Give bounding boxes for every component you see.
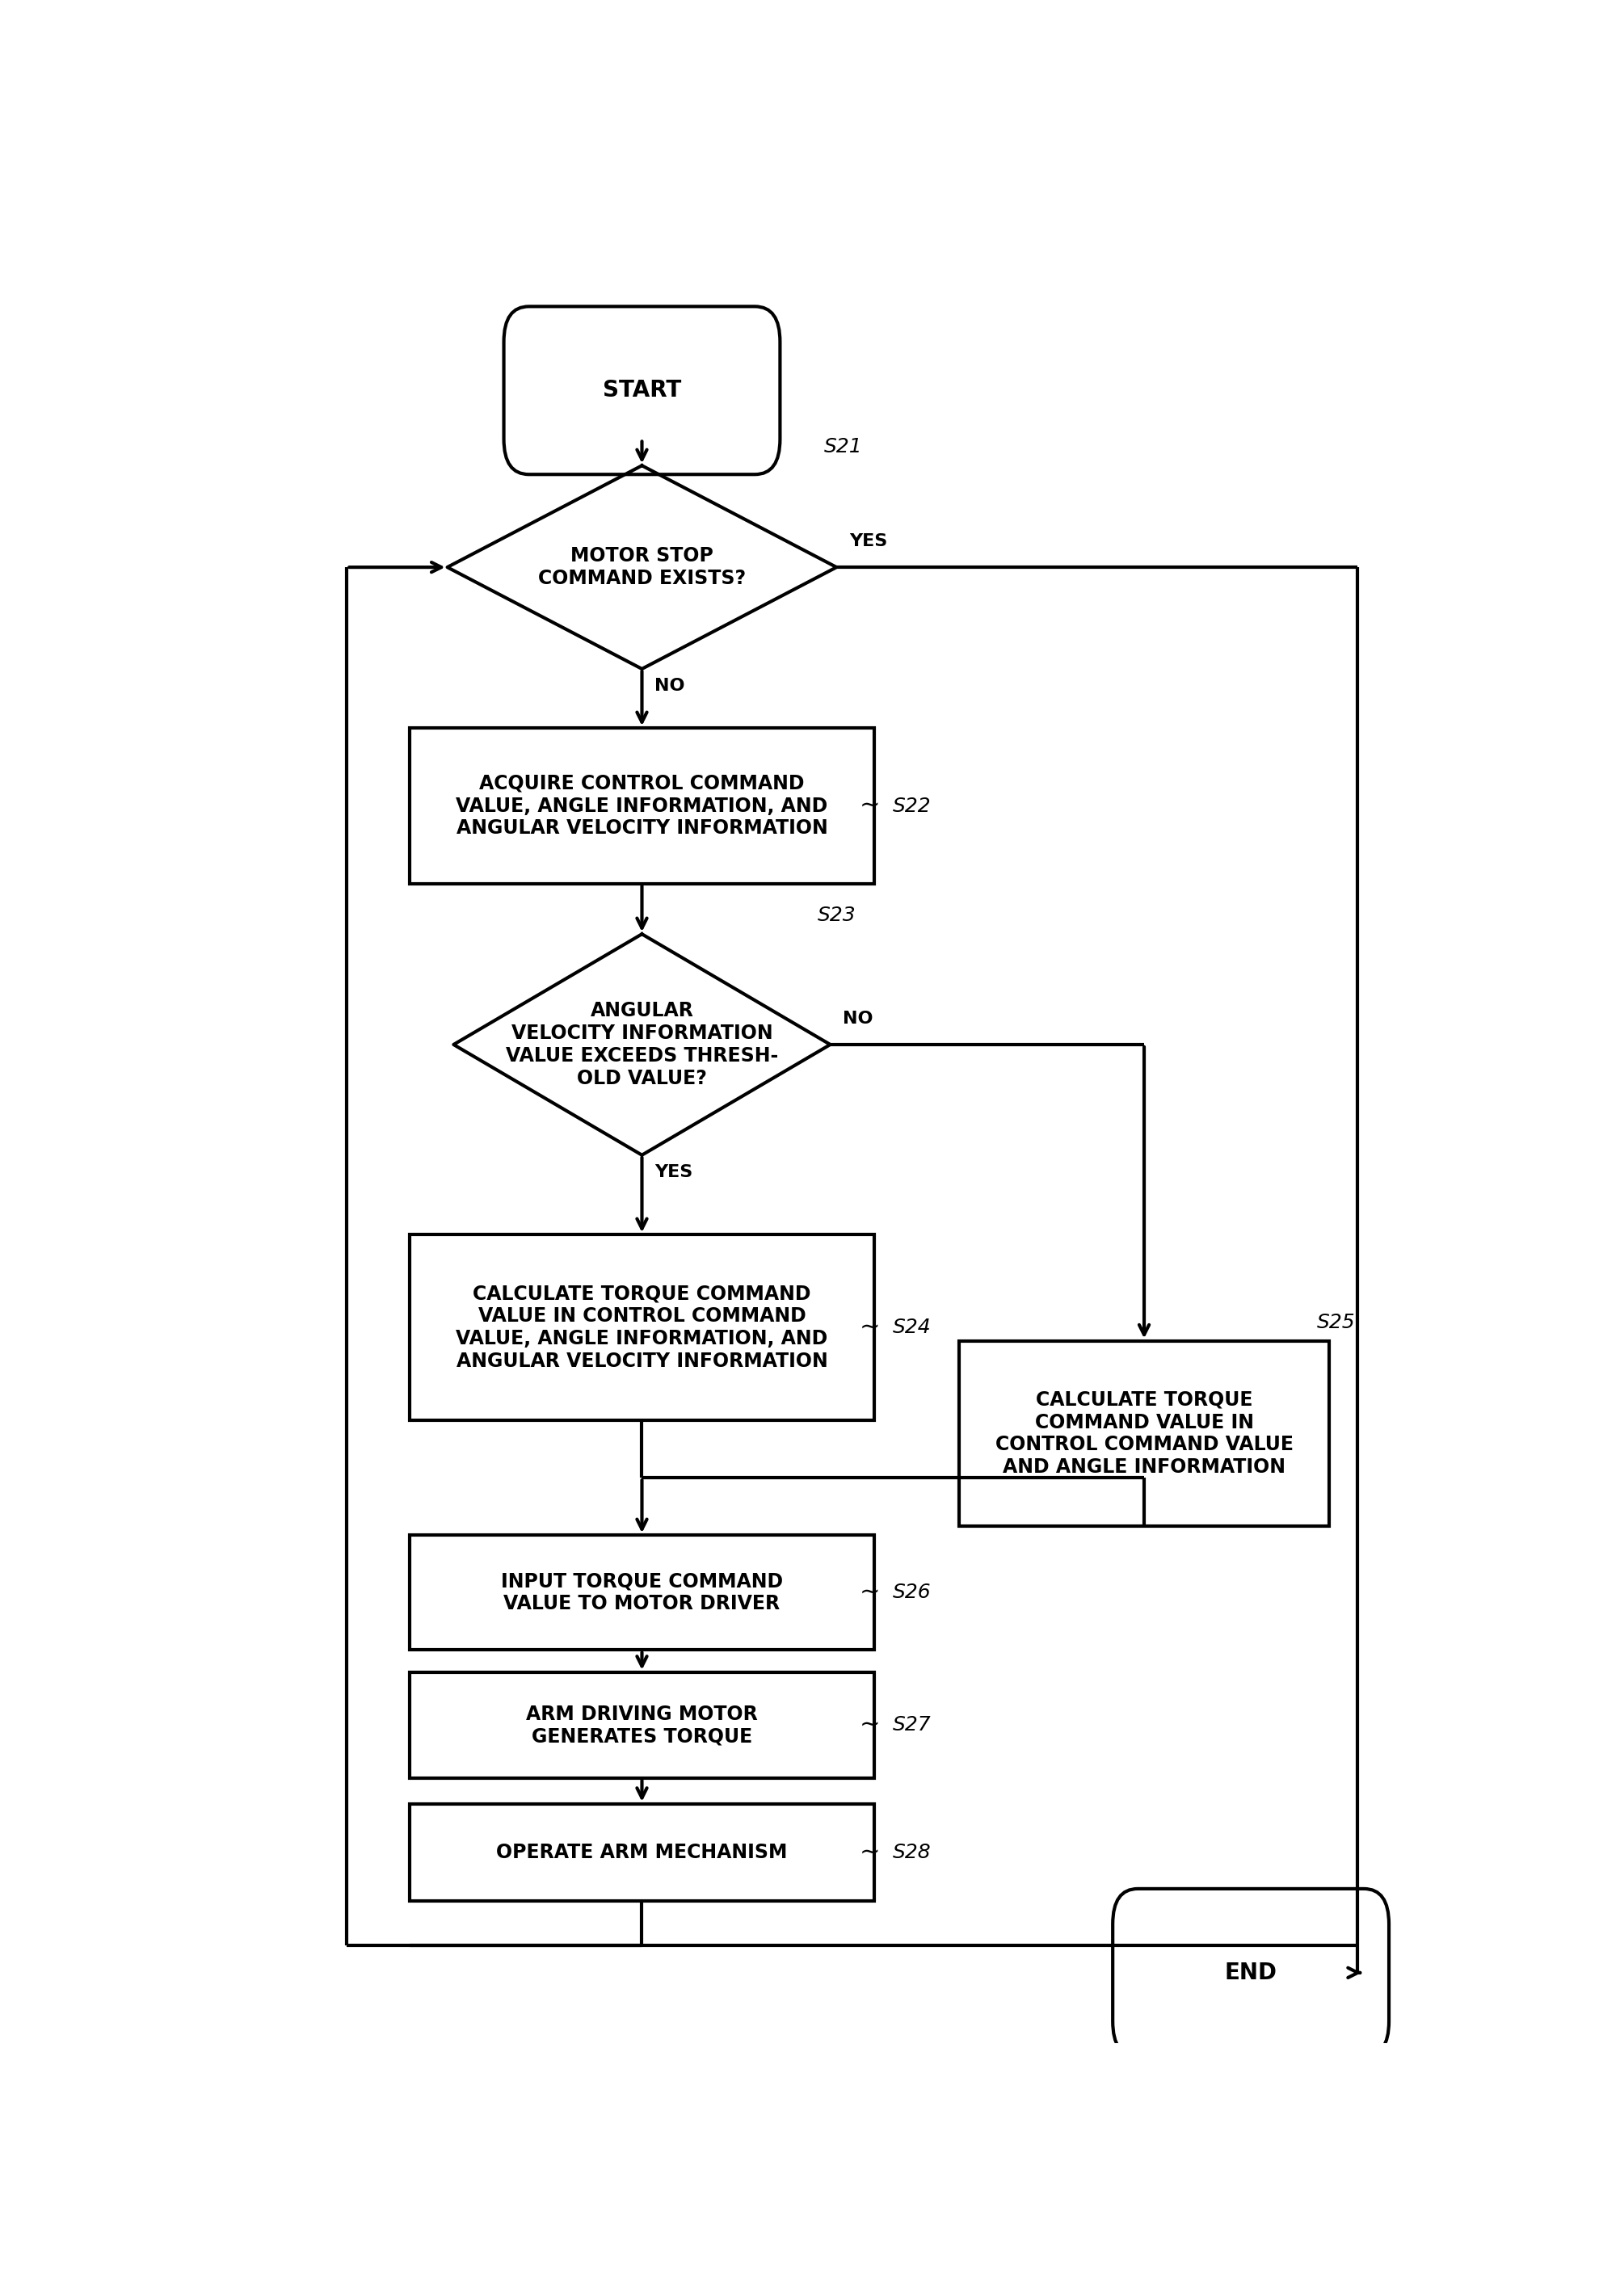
Text: ~: ~ [860,1841,880,1864]
Text: START: START [603,379,682,402]
FancyBboxPatch shape [959,1341,1330,1527]
Text: ARM DRIVING MOTOR
GENERATES TORQUE: ARM DRIVING MOTOR GENERATES TORQUE [526,1704,758,1747]
Polygon shape [454,934,829,1155]
Text: S21: S21 [825,436,862,457]
Text: INPUT TORQUE COMMAND
VALUE TO MOTOR DRIVER: INPUT TORQUE COMMAND VALUE TO MOTOR DRIV… [501,1573,782,1614]
FancyBboxPatch shape [410,1671,875,1777]
FancyBboxPatch shape [410,728,875,884]
Text: S24: S24 [893,1318,932,1336]
Text: ~: ~ [860,1713,880,1738]
Text: S22: S22 [893,797,932,815]
Text: ~: ~ [860,1316,880,1339]
FancyBboxPatch shape [1113,1890,1388,2057]
Text: ~: ~ [860,794,880,817]
Text: ACQUIRE CONTROL COMMAND
VALUE, ANGLE INFORMATION, AND
ANGULAR VELOCITY INFORMATI: ACQUIRE CONTROL COMMAND VALUE, ANGLE INF… [455,774,828,838]
Text: MOTOR STOP
COMMAND EXISTS?: MOTOR STOP COMMAND EXISTS? [538,546,745,588]
Text: CALCULATE TORQUE COMMAND
VALUE IN CONTROL COMMAND
VALUE, ANGLE INFORMATION, AND
: CALCULATE TORQUE COMMAND VALUE IN CONTRO… [455,1283,828,1371]
Text: OPERATE ARM MECHANISM: OPERATE ARM MECHANISM [496,1844,787,1862]
Text: NO: NO [842,1010,873,1026]
Text: S26: S26 [893,1582,932,1603]
Text: YES: YES [654,1164,693,1180]
Text: CALCULATE TORQUE
COMMAND VALUE IN
CONTROL COMMAND VALUE
AND ANGLE INFORMATION: CALCULATE TORQUE COMMAND VALUE IN CONTRO… [995,1389,1293,1476]
Text: ANGULAR
VELOCITY INFORMATION
VALUE EXCEEDS THRESH-
OLD VALUE?: ANGULAR VELOCITY INFORMATION VALUE EXCEE… [505,1001,778,1088]
Text: NO: NO [654,677,685,693]
Text: S27: S27 [893,1715,932,1736]
Text: S28: S28 [893,1844,932,1862]
Text: S23: S23 [818,907,857,925]
FancyBboxPatch shape [504,305,781,475]
Polygon shape [447,466,836,668]
FancyBboxPatch shape [410,1805,875,1901]
FancyBboxPatch shape [410,1536,875,1651]
Text: S25: S25 [1317,1313,1356,1332]
FancyBboxPatch shape [410,1235,875,1421]
Text: ~: ~ [860,1582,880,1605]
Text: YES: YES [849,533,888,549]
Text: END: END [1225,1961,1277,1984]
